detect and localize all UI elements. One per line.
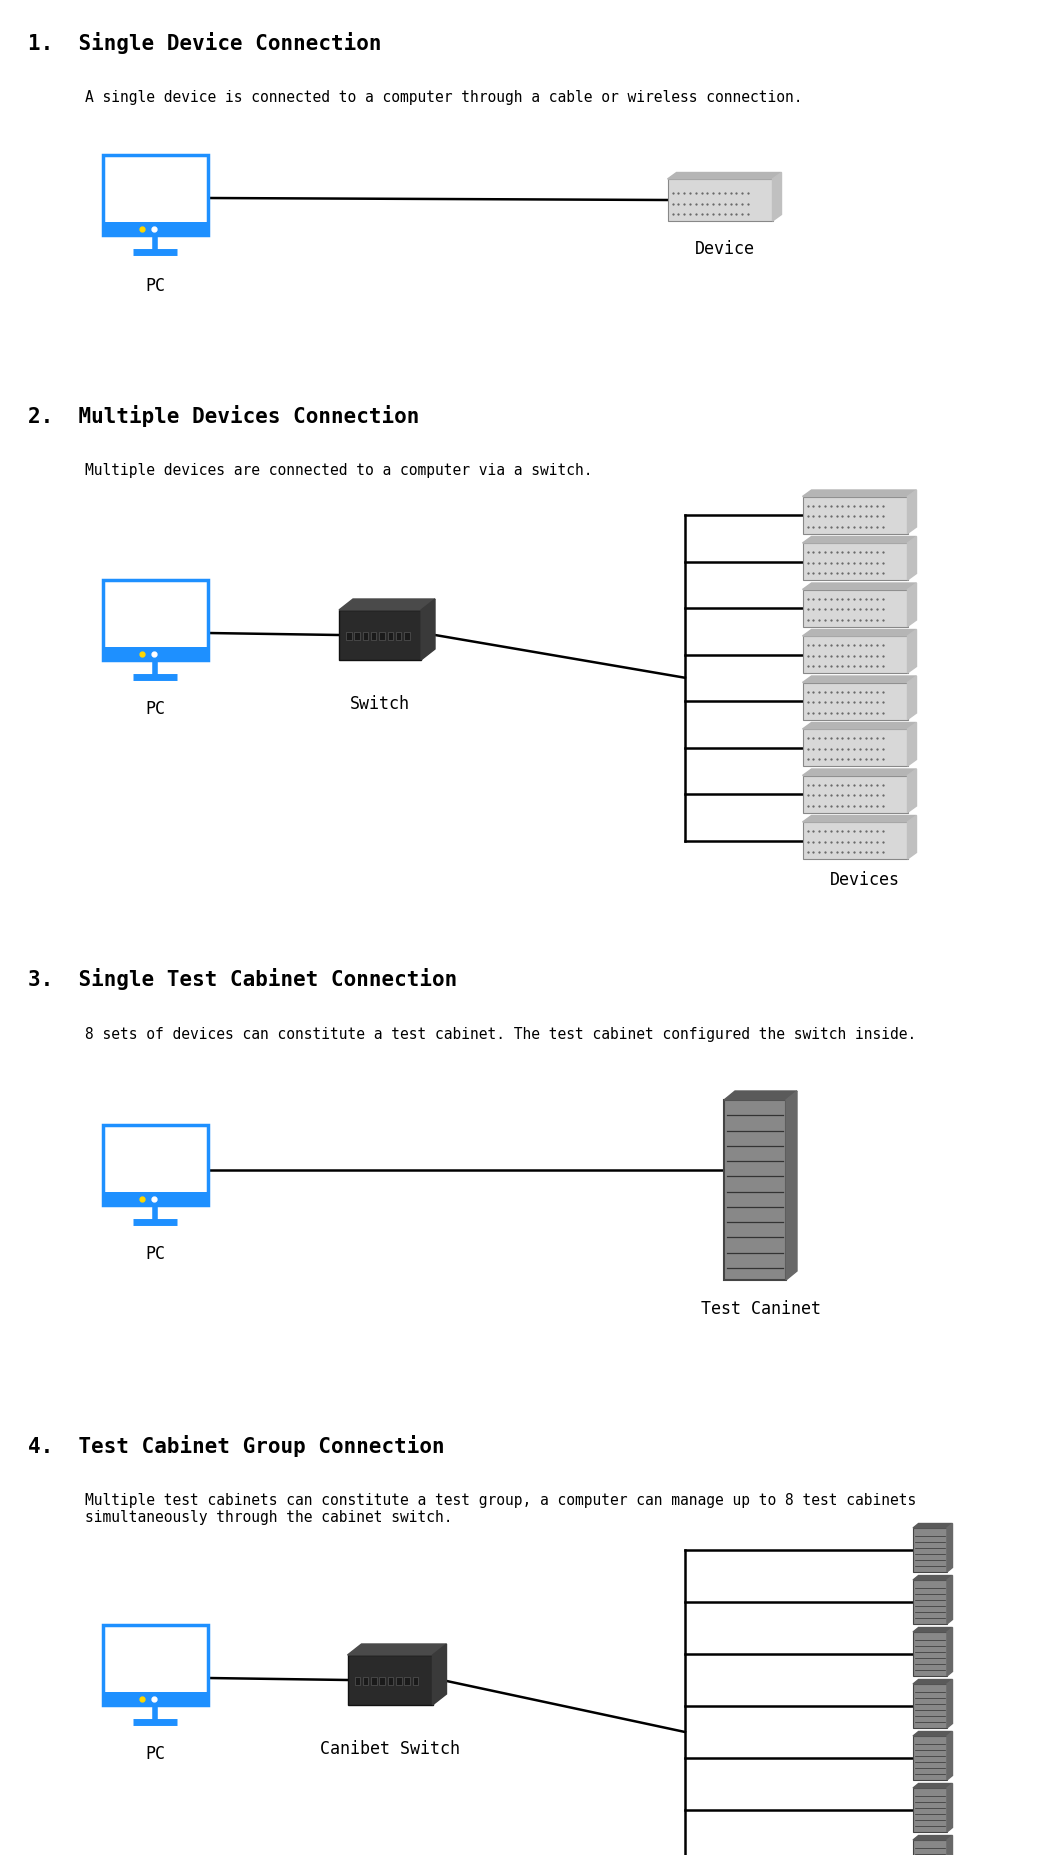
Text: 8 sets of devices can constitute a test cabinet. The test cabinet configured the: 8 sets of devices can constitute a test … xyxy=(50,1028,916,1043)
FancyBboxPatch shape xyxy=(388,631,393,640)
FancyBboxPatch shape xyxy=(913,1736,947,1781)
Polygon shape xyxy=(802,816,917,822)
Polygon shape xyxy=(907,770,917,812)
Polygon shape xyxy=(913,1731,953,1736)
Polygon shape xyxy=(668,173,781,178)
Text: Multiple test cabinets can constitute a test group, a computer can manage up to : Multiple test cabinets can constitute a … xyxy=(50,1493,916,1525)
FancyBboxPatch shape xyxy=(412,1677,418,1684)
FancyBboxPatch shape xyxy=(354,1677,360,1684)
Text: PC: PC xyxy=(145,276,165,295)
Polygon shape xyxy=(802,675,917,683)
Text: Devices: Devices xyxy=(830,870,900,889)
Polygon shape xyxy=(913,1835,953,1840)
Polygon shape xyxy=(802,490,917,497)
Polygon shape xyxy=(802,629,917,636)
Polygon shape xyxy=(907,536,917,581)
Text: 1.  Single Device Connection: 1. Single Device Connection xyxy=(28,32,382,54)
Polygon shape xyxy=(432,1644,446,1705)
FancyBboxPatch shape xyxy=(339,610,421,660)
Text: Switch: Switch xyxy=(350,696,410,712)
Polygon shape xyxy=(802,722,917,729)
Polygon shape xyxy=(907,722,917,766)
FancyBboxPatch shape xyxy=(404,631,409,640)
FancyBboxPatch shape xyxy=(404,1677,410,1684)
Text: Multiple devices are connected to a computer via a switch.: Multiple devices are connected to a comp… xyxy=(50,464,593,479)
Text: 4.  Test Cabinet Group Connection: 4. Test Cabinet Group Connection xyxy=(28,1436,444,1456)
Polygon shape xyxy=(913,1627,953,1632)
FancyBboxPatch shape xyxy=(354,631,359,640)
Polygon shape xyxy=(907,675,917,720)
Polygon shape xyxy=(907,629,917,673)
Polygon shape xyxy=(907,582,917,627)
FancyBboxPatch shape xyxy=(802,729,907,766)
FancyBboxPatch shape xyxy=(802,636,907,673)
Polygon shape xyxy=(802,536,917,544)
FancyBboxPatch shape xyxy=(103,581,208,660)
Text: 3.  Single Test Cabinet Connection: 3. Single Test Cabinet Connection xyxy=(28,968,457,991)
FancyBboxPatch shape xyxy=(668,178,773,221)
FancyBboxPatch shape xyxy=(379,631,385,640)
Polygon shape xyxy=(421,599,435,660)
FancyBboxPatch shape xyxy=(103,1193,208,1206)
Polygon shape xyxy=(913,1679,953,1684)
Polygon shape xyxy=(947,1731,953,1781)
Text: A single device is connected to a computer through a cable or wireless connectio: A single device is connected to a comput… xyxy=(50,91,802,106)
FancyBboxPatch shape xyxy=(103,156,208,236)
Text: PC: PC xyxy=(145,1245,165,1263)
Polygon shape xyxy=(339,599,435,610)
FancyBboxPatch shape xyxy=(363,631,368,640)
Polygon shape xyxy=(348,1644,446,1655)
Polygon shape xyxy=(907,490,917,534)
Text: 2.  Multiple Devices Connection: 2. Multiple Devices Connection xyxy=(28,404,420,427)
FancyBboxPatch shape xyxy=(802,822,907,859)
FancyBboxPatch shape xyxy=(395,631,402,640)
FancyBboxPatch shape xyxy=(724,1100,787,1280)
FancyBboxPatch shape xyxy=(396,1677,402,1684)
FancyBboxPatch shape xyxy=(346,631,352,640)
FancyBboxPatch shape xyxy=(802,544,907,581)
FancyBboxPatch shape xyxy=(913,1840,947,1855)
FancyBboxPatch shape xyxy=(348,1655,432,1705)
Polygon shape xyxy=(913,1783,953,1788)
FancyBboxPatch shape xyxy=(103,1625,208,1705)
Polygon shape xyxy=(947,1523,953,1571)
Text: Canibet Switch: Canibet Switch xyxy=(320,1740,460,1759)
FancyBboxPatch shape xyxy=(913,1580,947,1623)
FancyBboxPatch shape xyxy=(913,1684,947,1729)
FancyBboxPatch shape xyxy=(103,1124,208,1206)
Polygon shape xyxy=(907,816,917,859)
Text: PC: PC xyxy=(145,699,165,718)
FancyBboxPatch shape xyxy=(802,497,907,534)
FancyBboxPatch shape xyxy=(103,223,208,236)
Polygon shape xyxy=(947,1575,953,1623)
FancyBboxPatch shape xyxy=(802,775,907,812)
Text: Test Caninet: Test Caninet xyxy=(701,1300,822,1319)
FancyBboxPatch shape xyxy=(802,590,907,627)
Polygon shape xyxy=(802,582,917,590)
FancyBboxPatch shape xyxy=(388,1677,393,1684)
FancyBboxPatch shape xyxy=(913,1632,947,1677)
Polygon shape xyxy=(724,1091,797,1100)
FancyBboxPatch shape xyxy=(802,683,907,720)
Polygon shape xyxy=(787,1091,797,1280)
FancyBboxPatch shape xyxy=(363,1677,368,1684)
Polygon shape xyxy=(947,1627,953,1677)
Polygon shape xyxy=(947,1783,953,1833)
FancyBboxPatch shape xyxy=(103,1692,208,1705)
FancyBboxPatch shape xyxy=(913,1529,947,1571)
Polygon shape xyxy=(947,1835,953,1855)
Polygon shape xyxy=(947,1679,953,1729)
Text: Device: Device xyxy=(695,239,755,258)
FancyBboxPatch shape xyxy=(913,1788,947,1833)
Polygon shape xyxy=(802,770,917,775)
FancyBboxPatch shape xyxy=(379,1677,385,1684)
Text: PC: PC xyxy=(145,1746,165,1762)
Polygon shape xyxy=(913,1575,953,1580)
FancyBboxPatch shape xyxy=(103,647,208,660)
Polygon shape xyxy=(913,1523,953,1529)
FancyBboxPatch shape xyxy=(371,631,376,640)
Polygon shape xyxy=(773,173,781,221)
FancyBboxPatch shape xyxy=(371,1677,376,1684)
